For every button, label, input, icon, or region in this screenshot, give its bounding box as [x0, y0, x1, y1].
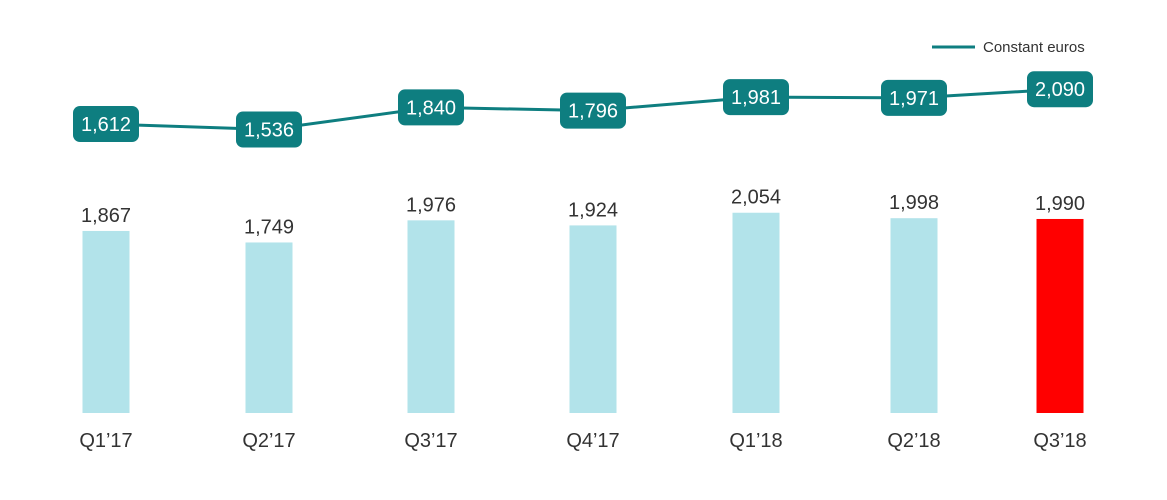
category-label: Q2’18	[887, 430, 940, 452]
line-point-box	[1027, 71, 1093, 108]
bar-value-label: 1,976	[406, 194, 456, 216]
bar-value-label: 1,998	[889, 192, 939, 214]
legend-label: Constant euros	[983, 39, 1085, 56]
line-value-label: 1,981	[731, 87, 781, 109]
legend: Constant euros	[932, 39, 1085, 56]
line-point-box	[881, 79, 947, 116]
bar	[407, 220, 455, 413]
line-point-box	[236, 111, 302, 148]
line-value-label: 1,796	[568, 101, 618, 123]
category-label: Q2’17	[242, 430, 295, 452]
line-value-label: 1,840	[406, 97, 456, 119]
line-point-box	[723, 79, 789, 116]
bar	[732, 212, 780, 413]
category-label: Q3’18	[1033, 430, 1086, 452]
line-value-label: 1,971	[889, 88, 939, 110]
category-label: Q3’17	[404, 430, 457, 452]
line-labels: 1,612 1,536 1,840 1,796 1,981 1,971 2,090	[73, 71, 1093, 148]
line-point-box	[398, 89, 464, 126]
category-label: Q1’18	[729, 430, 782, 452]
line-point-box	[560, 92, 626, 129]
line-value-label: 2,090	[1035, 79, 1085, 101]
bar-value-label: 2,054	[731, 187, 781, 209]
bar	[1036, 218, 1084, 413]
category-label: Q4’17	[566, 430, 619, 452]
bar-value-label: 1,749	[244, 216, 294, 238]
bar	[890, 218, 938, 413]
bar	[82, 230, 130, 413]
bar-value-label: 1,867	[81, 205, 131, 227]
line-value-label: 1,536	[244, 120, 294, 142]
line-value-label: 1,612	[81, 114, 131, 136]
line-point-box	[73, 106, 139, 142]
bar-labels: 1,867 1,749 1,976 1,924 2,054 1,998 1,990	[81, 187, 1085, 239]
category-label: Q1’17	[79, 430, 132, 452]
bar-value-label: 1,924	[568, 199, 618, 221]
bars	[82, 212, 1084, 413]
bar	[245, 242, 293, 413]
category-labels: Q1’17 Q2’17 Q3’17 Q4’17 Q1’18 Q2’18 Q3’18	[79, 430, 1086, 452]
bar	[569, 225, 617, 413]
bar-value-label: 1,990	[1035, 193, 1085, 215]
